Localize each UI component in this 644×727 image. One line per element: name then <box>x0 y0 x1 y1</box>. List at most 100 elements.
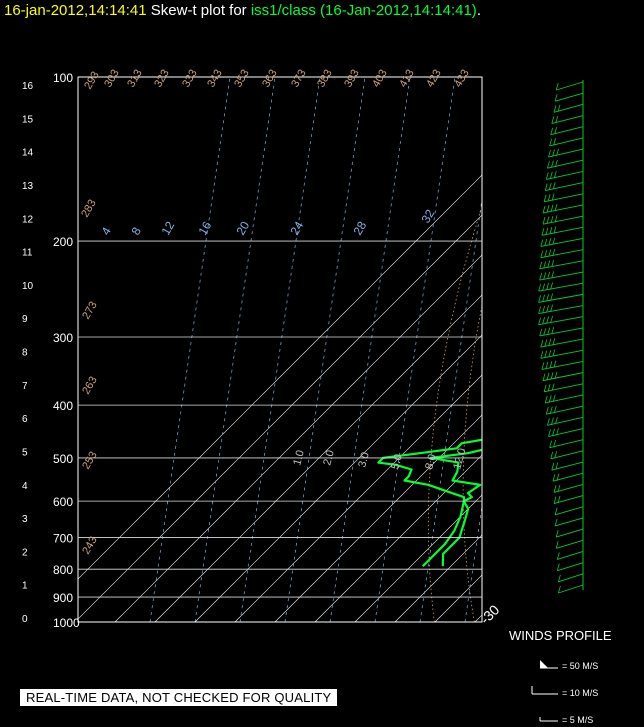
wind-barb-flag <box>542 217 546 225</box>
wind-barb <box>545 394 584 404</box>
wind-barb <box>557 562 584 572</box>
wind-barb-flag <box>548 395 552 403</box>
wind-barb-flag <box>547 327 551 335</box>
pressure-label: 700 <box>53 532 73 546</box>
wind-barb-flag <box>550 215 554 224</box>
pressure-label: 800 <box>53 563 73 577</box>
mixing-ratio-line <box>374 77 456 622</box>
wind-barb-flag <box>554 507 558 515</box>
wind-barb <box>544 193 584 203</box>
height-label: 4 <box>22 481 28 492</box>
wind-barb-flag <box>547 194 551 202</box>
wind-barb-flag <box>545 172 549 180</box>
wind-barb-flag <box>550 451 554 459</box>
wind-barb-flag <box>555 115 559 124</box>
dry-adiabat-label: 303 <box>102 68 122 90</box>
height-label: 3 <box>22 514 28 525</box>
wind-barb-flag <box>542 305 545 314</box>
wind-barb-flag <box>540 239 544 247</box>
wind-barb <box>538 316 584 326</box>
moist-label: 2.0 <box>321 449 337 467</box>
dry-adiabat-label: 253 <box>80 450 100 472</box>
wind-barb-flag <box>555 159 558 168</box>
wind-barb <box>539 271 584 281</box>
isotherm-line <box>474 614 482 622</box>
wind-barb <box>542 204 584 214</box>
wind-barb-flag <box>552 237 556 245</box>
isotherm-line <box>595 77 644 622</box>
wind-barb-flag <box>539 261 543 269</box>
wind-barb-flag <box>543 328 547 336</box>
mixing-ratio-line <box>464 503 482 622</box>
pressure-label: 300 <box>53 331 73 345</box>
wind-barb-flag <box>552 338 556 346</box>
mixing-ratio-line <box>149 77 231 622</box>
wind-barb-flag <box>546 372 550 381</box>
wind-barb <box>550 126 584 136</box>
header-date: 16-jan-2012,14:14:41 <box>4 2 147 19</box>
pressure-label: 1000 <box>53 616 80 630</box>
wind-barb-flag <box>545 227 549 235</box>
isotherm-line <box>274 414 482 622</box>
wind-barb-flag <box>556 428 559 436</box>
isotherm-line <box>78 214 482 620</box>
mixing-ratio-label: 4 <box>98 224 114 237</box>
wind-barb-flag <box>554 94 558 102</box>
wind-barb <box>558 584 584 594</box>
plot-area <box>78 77 644 622</box>
wind-barb-flag <box>546 316 549 324</box>
wind-barb-flag <box>551 116 555 124</box>
isotherm-line <box>515 77 644 622</box>
wind-barb-flag <box>542 283 545 291</box>
mixing-ratio-line <box>194 77 276 622</box>
wind-barb-flag <box>550 204 554 212</box>
isotherm-line <box>555 77 644 622</box>
wind-barb-flag <box>544 339 548 347</box>
wind-barb-flag <box>548 182 552 191</box>
wind-barb <box>545 182 584 192</box>
wind-barb <box>540 338 584 348</box>
wind-barb-flag <box>543 384 547 392</box>
wind-barb <box>551 115 584 124</box>
mixing-ratio-label: 24 <box>287 219 306 238</box>
wind-barb <box>547 159 584 169</box>
wind-barb-flag <box>558 574 561 582</box>
wind-barb-flag <box>555 530 559 538</box>
isotherm-line <box>434 574 482 622</box>
wind-barb-flag <box>553 171 557 179</box>
wind-barb-flag <box>554 371 558 379</box>
wind-barb-flag <box>548 249 552 257</box>
dry-adiabat-label: 393 <box>342 68 362 90</box>
height-label: 15 <box>22 114 34 125</box>
wind-barb-flag <box>538 284 541 292</box>
wind-barb <box>551 461 584 471</box>
wind-barb-flag <box>554 127 558 135</box>
wind-barb-flag <box>539 272 543 281</box>
wind-barb-flag <box>548 349 552 358</box>
wind-barb-flag <box>541 362 545 370</box>
wind-barb <box>542 372 584 382</box>
wind-barb-flag <box>555 82 559 91</box>
wind-barb-flag <box>544 350 548 358</box>
dry-adiabat <box>427 205 482 622</box>
dry-adiabat-label: 373 <box>289 68 309 90</box>
mixing-ratio-line <box>419 197 482 622</box>
wind-barb-flag <box>545 361 549 369</box>
wind-barb-flag <box>551 383 555 391</box>
wind-barb-flag <box>557 104 561 112</box>
moist-label: 12.0 <box>451 447 468 471</box>
pressure-label: 400 <box>53 399 73 413</box>
mixing-ratio-label: 8 <box>128 224 144 237</box>
wind-barb-flag <box>550 372 554 380</box>
wind-barb-flag <box>553 496 557 504</box>
wind-barb-flag <box>548 238 552 246</box>
wind-barb-flag <box>552 149 555 157</box>
isotherm-line <box>314 454 482 622</box>
wind-barb-flag <box>540 351 544 359</box>
wind-barb-flag <box>549 138 552 146</box>
wind-barb <box>553 483 584 493</box>
wind-barb <box>540 249 584 259</box>
dry-adiabat-label: 293 <box>82 70 102 92</box>
wind-barb-flag <box>547 384 551 392</box>
wind-barb-flag <box>550 304 553 312</box>
